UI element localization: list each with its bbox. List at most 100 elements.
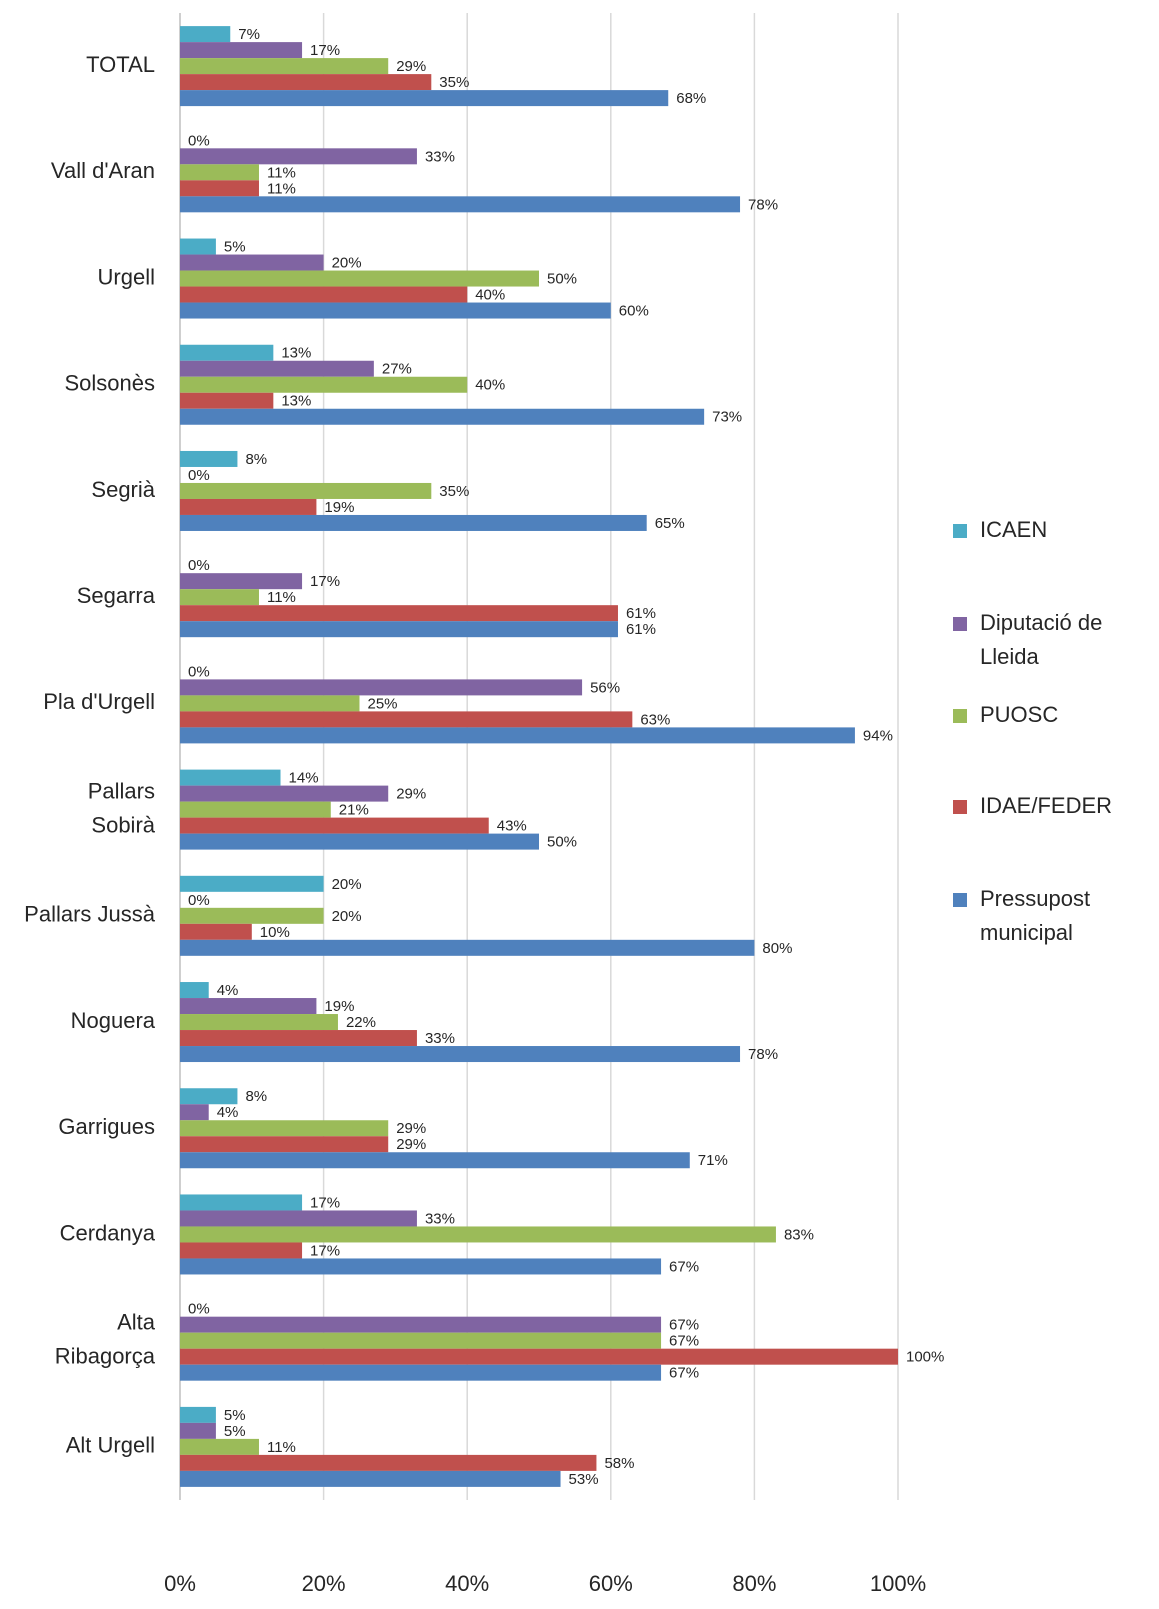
data-label: 71% xyxy=(698,1152,728,1169)
data-label: 50% xyxy=(547,271,577,288)
bar xyxy=(180,254,324,271)
legend-label: Diputació de Lleida xyxy=(980,610,1102,669)
bar xyxy=(180,1210,417,1227)
data-label: 78% xyxy=(748,1046,778,1063)
bar xyxy=(180,482,432,499)
bar xyxy=(180,923,252,940)
bar xyxy=(180,26,231,43)
y-tick-label: Pallars Jussà xyxy=(24,902,156,927)
data-label: 20% xyxy=(332,255,362,272)
data-label: 10% xyxy=(260,924,290,941)
data-label: 29% xyxy=(396,1120,426,1137)
data-label: 17% xyxy=(310,1242,340,1259)
bar xyxy=(180,833,539,850)
data-label: 56% xyxy=(590,679,620,696)
bar xyxy=(180,1364,662,1381)
data-label: 40% xyxy=(475,377,505,394)
y-tick-label: Segrià xyxy=(91,477,155,502)
data-label: 5% xyxy=(224,1407,246,1424)
data-label: 13% xyxy=(281,345,311,362)
legend-label: Pressupost municipal xyxy=(980,886,1090,945)
bar xyxy=(180,164,259,181)
data-label: 58% xyxy=(604,1455,634,1472)
data-label: 100% xyxy=(906,1349,944,1366)
bar xyxy=(180,1470,561,1487)
bar xyxy=(180,1152,690,1169)
y-tick-label: TOTAL xyxy=(86,52,155,77)
data-label: 94% xyxy=(863,727,893,744)
bar xyxy=(180,196,741,213)
bar xyxy=(180,1348,898,1365)
bar xyxy=(180,817,489,834)
data-label: 17% xyxy=(310,1194,340,1211)
data-label: 73% xyxy=(712,409,742,426)
bar xyxy=(180,1136,389,1153)
y-tick-label: Garrigues xyxy=(58,1114,155,1139)
data-label: 33% xyxy=(425,1210,455,1227)
data-label: 43% xyxy=(497,818,527,835)
data-label: 20% xyxy=(332,908,362,925)
y-tick-label: Cerdanya xyxy=(60,1220,156,1245)
y-tick-label: Segarra xyxy=(77,583,156,608)
data-label: 80% xyxy=(762,940,792,957)
bar xyxy=(180,1242,303,1259)
y-tick-label: Alt Urgell xyxy=(66,1433,155,1458)
bar xyxy=(180,679,583,696)
bar xyxy=(180,498,317,515)
bar xyxy=(180,982,209,999)
data-label: 19% xyxy=(324,499,354,516)
data-label: 33% xyxy=(425,1030,455,1047)
data-label: 11% xyxy=(267,589,296,606)
data-label: 29% xyxy=(396,1136,426,1153)
bar xyxy=(180,1422,216,1439)
legend-label: ICAEN xyxy=(980,517,1047,542)
bar xyxy=(180,1454,597,1471)
bar xyxy=(180,270,539,287)
data-label: 17% xyxy=(310,42,340,59)
bar xyxy=(180,1332,662,1349)
bar xyxy=(180,58,389,75)
data-label: 20% xyxy=(332,876,362,893)
x-tick-label: 40% xyxy=(445,1571,489,1596)
bar xyxy=(180,376,468,393)
data-label: 27% xyxy=(382,361,412,378)
bar xyxy=(180,1258,662,1275)
bar xyxy=(180,801,331,818)
bar xyxy=(180,148,417,165)
bar xyxy=(180,785,389,802)
bar xyxy=(180,939,755,956)
data-label: 61% xyxy=(626,605,656,622)
bar xyxy=(180,90,669,107)
legend-swatch xyxy=(953,709,967,723)
bar xyxy=(180,769,281,786)
data-label: 0% xyxy=(188,132,210,149)
data-label: 53% xyxy=(569,1471,599,1488)
data-label: 19% xyxy=(324,998,354,1015)
data-label: 8% xyxy=(245,1088,267,1105)
data-label: 67% xyxy=(669,1317,699,1334)
bar xyxy=(180,695,360,712)
bar xyxy=(180,1316,662,1333)
bar xyxy=(180,1030,417,1047)
bar xyxy=(180,1046,741,1063)
data-label: 22% xyxy=(346,1014,376,1031)
x-tick-label: 80% xyxy=(732,1571,776,1596)
data-label: 21% xyxy=(339,802,369,819)
y-tick-label: Pla d'Urgell xyxy=(43,689,155,714)
data-label: 40% xyxy=(475,287,505,304)
bar xyxy=(180,875,324,892)
data-label: 4% xyxy=(217,982,239,999)
legend-swatch xyxy=(953,893,967,907)
legend-swatch xyxy=(953,524,967,538)
data-label: 0% xyxy=(188,557,210,574)
bar xyxy=(180,286,468,303)
x-tick-label: 100% xyxy=(870,1571,926,1596)
data-label: 29% xyxy=(396,58,426,75)
bar xyxy=(180,344,274,361)
data-label: 0% xyxy=(188,467,210,484)
legend-label: IDAE/FEDER xyxy=(980,793,1112,818)
bar xyxy=(180,1438,259,1455)
data-label: 35% xyxy=(439,483,469,500)
data-label: 17% xyxy=(310,573,340,590)
